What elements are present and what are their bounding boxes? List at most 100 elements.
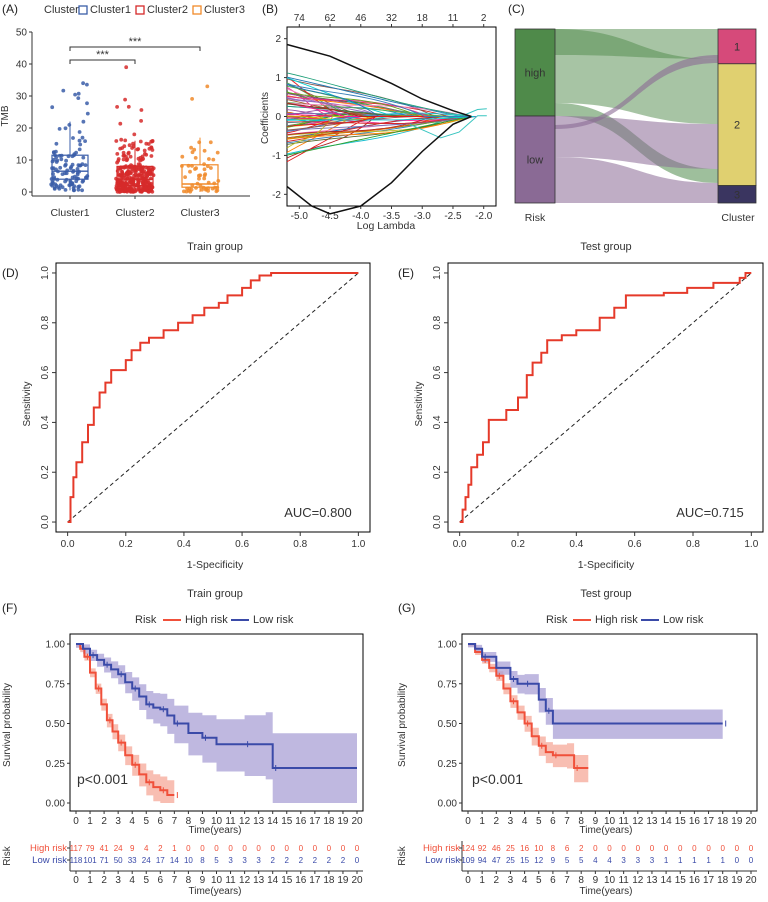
- risk-count: 4: [144, 844, 149, 853]
- risk-count: 2: [285, 856, 290, 865]
- y-tick-label: 0.6: [432, 365, 443, 379]
- data-point: [132, 132, 137, 137]
- x-tick-label: 13: [253, 816, 265, 827]
- coef-path: [286, 116, 477, 131]
- roc-plot-e: 0.0 0.0 0.2 0.2 0.4 0.4 0.6 0.6 0.8 0.8 1.0 1.0: [432, 262, 764, 550]
- risk-table-tick-label: 15: [281, 875, 293, 886]
- y-tick-label: 0.25: [438, 759, 458, 770]
- x-tick-label: 20: [745, 816, 757, 827]
- data-point: [147, 146, 152, 151]
- risk-count: 94: [478, 856, 487, 865]
- panel-f: (F) Train group Risk High risk Low risk …: [2, 588, 364, 897]
- risk-table-tick-label: 15: [675, 875, 687, 886]
- data-point: [67, 183, 72, 188]
- pvalue-g: p<0.001: [472, 771, 523, 787]
- sankey-node-label: 2: [734, 120, 740, 132]
- y-tick-label: 0.00: [438, 799, 458, 810]
- sankey-flow: [555, 55, 718, 129]
- risk-count: 3: [636, 856, 641, 865]
- y-tick-label-a: 0: [21, 188, 27, 199]
- y-tick-label-b: 1: [275, 73, 281, 84]
- coef-path: [286, 72, 472, 117]
- x-tick-label: 1: [479, 816, 485, 827]
- risk-count: 0: [593, 844, 598, 853]
- top-tick-label-b: 18: [417, 13, 429, 24]
- sankey-node-cluster3: [717, 185, 757, 204]
- risk-count: 3: [621, 856, 626, 865]
- x-tick-label-b: -3.0: [414, 211, 432, 222]
- data-point: [138, 139, 143, 144]
- panel-label-d: (D): [2, 266, 19, 280]
- data-point: [193, 156, 198, 160]
- risk-count: 24: [142, 856, 151, 865]
- risk-table-tick-label: 3: [508, 875, 514, 886]
- y-tick-label: 0.8: [432, 315, 443, 329]
- risk-table-tick-label: 14: [267, 875, 279, 886]
- data-point: [197, 140, 202, 145]
- panel-d: (D) Train group Sensitivity 1-Specificit…: [2, 241, 371, 571]
- data-point: [125, 189, 129, 194]
- y-axis-label-d: Sensitivity: [22, 381, 33, 426]
- data-point: [67, 123, 72, 127]
- roc-curve: [67, 272, 359, 523]
- x-tick-label: 4: [129, 816, 135, 827]
- risk-count: 9: [551, 856, 556, 865]
- data-point: [81, 119, 86, 124]
- x-tick-label-a: Cluster2: [115, 207, 154, 219]
- y-tick-label-b: 2: [275, 34, 281, 45]
- risk-table-tick-label: 19: [337, 875, 349, 886]
- risk-count: 2: [313, 856, 318, 865]
- risk-count: 0: [313, 844, 318, 853]
- risk-table-tick-label: 19: [731, 875, 743, 886]
- x-tick-label: 9: [593, 816, 599, 827]
- coef-path: [286, 83, 472, 117]
- risk-table-tick-label: 8: [186, 875, 192, 886]
- risk-count: 0: [355, 844, 360, 853]
- risk-count: 1: [678, 856, 683, 865]
- y-tick-label-a: 10: [16, 156, 28, 167]
- data-point: [70, 162, 75, 167]
- risk-table-tick-label: 17: [703, 875, 715, 886]
- data-point: [127, 175, 132, 180]
- risk-table-tick-label: 9: [200, 875, 206, 886]
- x-tick-label-b: -4.0: [352, 211, 370, 222]
- data-point: [143, 181, 148, 186]
- data-point: [211, 157, 216, 162]
- x-tick-label: 18: [717, 816, 729, 827]
- x-tick-label: 20: [351, 816, 363, 827]
- data-point: [139, 189, 144, 193]
- title-g: Test group: [580, 588, 631, 600]
- panel-label-e: (E): [398, 266, 414, 280]
- data-point: [197, 173, 201, 178]
- x-tick-label: 2: [494, 816, 500, 827]
- risk-count: 8: [200, 856, 205, 865]
- risk-count: 4: [607, 856, 612, 865]
- data-point: [126, 104, 131, 109]
- data-point: [50, 105, 55, 110]
- risk-table-tick-label: 16: [689, 875, 701, 886]
- x-tick-label: 7: [564, 816, 570, 827]
- coef-path: [286, 102, 472, 117]
- y-tick-label: 0.0: [40, 515, 51, 529]
- data-point: [85, 111, 90, 116]
- panel-label-b: (B): [262, 2, 278, 16]
- data-point: [68, 166, 73, 171]
- box-plot-a: 0 10 20 30 40 50 Cluster1 Cluster2 Cluster3 *** **…: [16, 28, 250, 219]
- data-point: [63, 179, 67, 184]
- coef-path: [286, 116, 472, 125]
- data-point: [120, 185, 125, 190]
- coef-path: [286, 77, 472, 117]
- risk-table-tick-label: 1: [479, 875, 485, 886]
- km-curve-high-risk: [76, 643, 175, 796]
- coef-path: [286, 109, 472, 117]
- title-e: Test group: [580, 241, 631, 253]
- data-point: [115, 152, 120, 156]
- y-tick-label: 0.75: [438, 679, 458, 690]
- y-tick-label: 0.8: [40, 315, 51, 329]
- data-point: [188, 189, 193, 194]
- risk-count: 2: [579, 844, 584, 853]
- risk-count: 15: [520, 856, 529, 865]
- panel-c: (C) 1 2 3 high low Risk Cluster: [508, 2, 757, 224]
- y-tick-label: 1.0: [40, 266, 51, 280]
- risk-table-xlabel-g: Time(years): [580, 886, 633, 897]
